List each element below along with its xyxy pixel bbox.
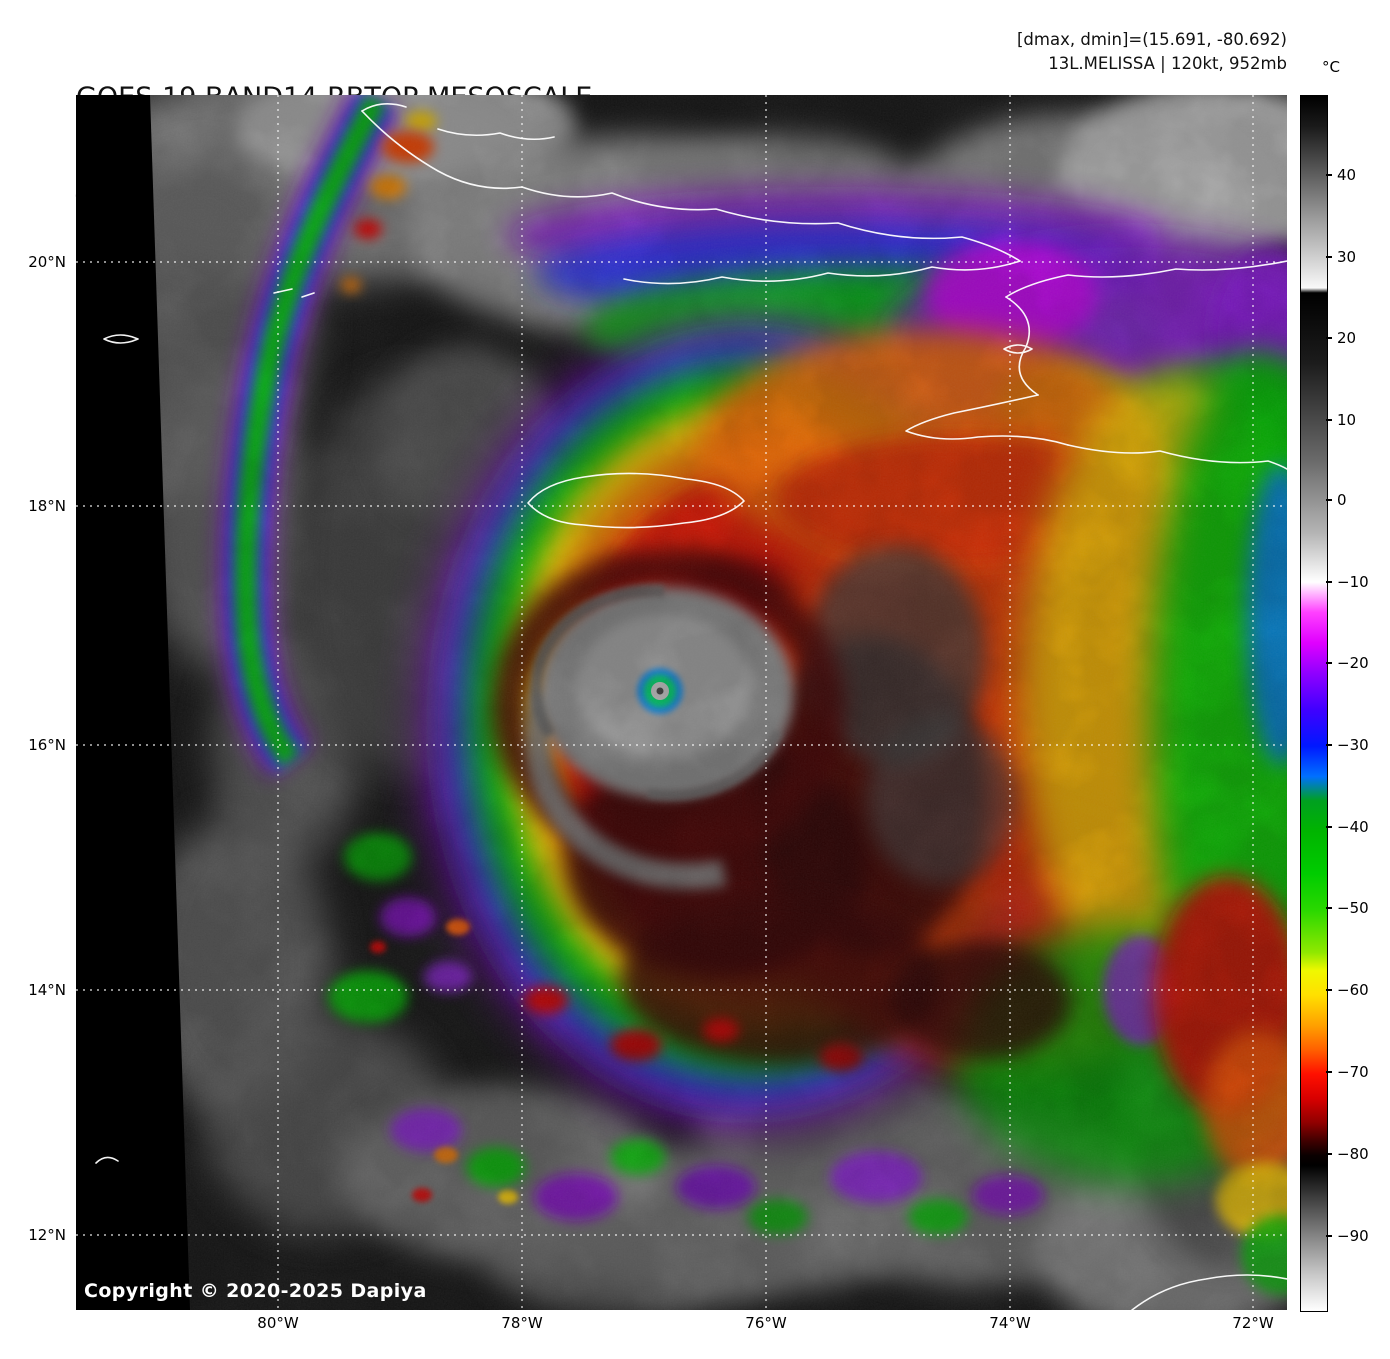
cuba-coastline <box>361 110 1021 262</box>
south-america-coastline <box>1131 1274 1287 1310</box>
lon-label-74w: 74°W <box>989 1314 1031 1332</box>
tick-mark <box>1326 1235 1332 1237</box>
colorbar-tick: −40 <box>1326 818 1369 836</box>
satellite-image <box>76 95 1287 1310</box>
tick-mark <box>1326 826 1332 828</box>
colorbar-unit-label: °C <box>1322 58 1340 76</box>
header-annotations: [dmax, dmin]=(15.691, -80.692) 13L.MELIS… <box>1017 28 1287 76</box>
tick-mark <box>1326 662 1332 664</box>
colorbar-tick: 40 <box>1326 166 1356 184</box>
colorbar-tick: 20 <box>1326 329 1356 347</box>
colorbar-tick: −60 <box>1326 981 1369 999</box>
satellite-map <box>76 95 1287 1310</box>
lat-label-12n: 12°N <box>28 1226 66 1244</box>
lat-label-20n: 20°N <box>28 253 66 271</box>
tick-label: −10 <box>1337 573 1369 591</box>
colorbar-tick: 0 <box>1326 491 1347 509</box>
lon-label-72w: 72°W <box>1232 1314 1274 1332</box>
lat-label-16n: 16°N <box>28 736 66 754</box>
tick-mark <box>1326 907 1332 909</box>
colorbar-tick: −50 <box>1326 899 1369 917</box>
lon-label-78w: 78°W <box>501 1314 543 1332</box>
tick-label: −70 <box>1337 1063 1369 1081</box>
jamaica-coastline <box>527 472 745 529</box>
colorbar-tick: −70 <box>1326 1063 1369 1081</box>
tick-label: 10 <box>1337 411 1357 429</box>
colorbar-tick: −90 <box>1326 1227 1369 1245</box>
tick-label: −90 <box>1337 1227 1369 1245</box>
colorbar-tick: 30 <box>1326 248 1356 266</box>
tick-mark <box>1326 499 1332 501</box>
colorbar-tick: −10 <box>1326 573 1369 591</box>
colorbar-tick: −80 <box>1326 1145 1369 1163</box>
graticule-gridlines <box>76 95 1287 1310</box>
tick-mark <box>1326 1153 1332 1155</box>
tick-mark <box>1326 744 1332 746</box>
tick-label: −60 <box>1337 981 1369 999</box>
copyright-watermark: Copyright © 2020-2025 Dapiya <box>84 1280 427 1302</box>
tick-label: −40 <box>1337 818 1369 836</box>
tick-mark <box>1326 419 1332 421</box>
colorbar-gradient <box>1300 95 1328 1312</box>
hispaniola-coastline <box>1005 260 1287 298</box>
tick-mark <box>1326 174 1332 176</box>
tick-mark <box>1326 1071 1332 1073</box>
tick-mark <box>1326 989 1332 991</box>
tick-label: 0 <box>1337 491 1347 509</box>
colorbar-tick: −30 <box>1326 736 1369 754</box>
tick-label: −80 <box>1337 1145 1369 1163</box>
tick-label: −30 <box>1337 736 1369 754</box>
tick-label: 30 <box>1337 248 1357 266</box>
cloud-mottle-texture <box>76 95 1287 1310</box>
tick-label: 20 <box>1337 329 1357 347</box>
lon-label-80w: 80°W <box>257 1314 299 1332</box>
lat-label-14n: 14°N <box>28 981 66 999</box>
tick-mark <box>1326 581 1332 583</box>
tick-mark <box>1326 256 1332 258</box>
tick-mark <box>1326 337 1332 339</box>
dmax-dmin-annotation: [dmax, dmin]=(15.691, -80.692) <box>1017 30 1287 49</box>
colorbar-tick: 10 <box>1326 411 1356 429</box>
coastlines-layer <box>95 103 1287 1310</box>
lat-label-18n: 18°N <box>28 497 66 515</box>
colorbar-tick: −20 <box>1326 654 1369 672</box>
scan-edge-mask <box>76 95 190 1310</box>
tick-label: −50 <box>1337 899 1369 917</box>
tick-label: 40 <box>1337 166 1357 184</box>
lon-label-76w: 76°W <box>745 1314 787 1332</box>
cayman-coastline <box>103 334 139 344</box>
storm-info-annotation: 13L.MELISSA | 120kt, 952mb <box>1048 54 1287 73</box>
tick-label: −20 <box>1337 654 1369 672</box>
